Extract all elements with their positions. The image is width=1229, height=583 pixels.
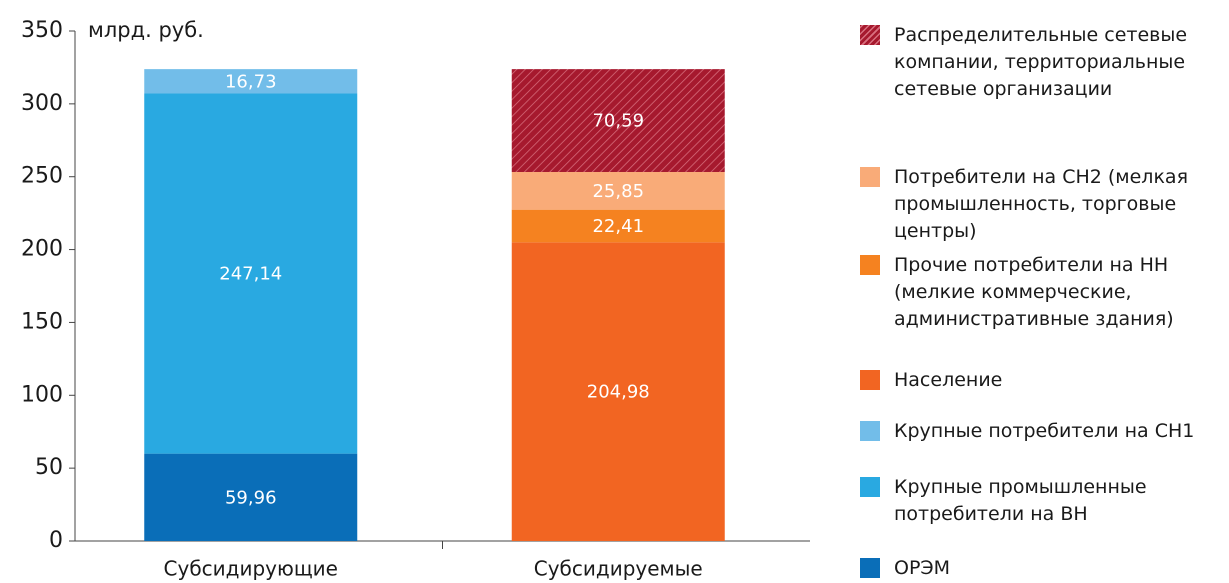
x-tick-label: Субсидирующие — [164, 557, 338, 581]
legend-swatch — [860, 421, 880, 441]
legend-swatch — [860, 167, 880, 187]
legend-swatch — [860, 25, 880, 45]
legend-item: Потребители на СН2 (мелкая промышленност… — [860, 164, 1224, 245]
value-label: 59,96 — [225, 487, 277, 508]
legend-item: ОРЭМ — [860, 555, 950, 582]
y-tick-label: 50 — [35, 455, 63, 480]
x-tick-label: Субсидируемые — [534, 557, 703, 581]
value-label: 25,85 — [592, 181, 644, 202]
legend-swatch — [860, 477, 880, 497]
legend-label: Прочие потребители на НН (мелкие коммерч… — [894, 254, 1174, 330]
y-axis-label: млрд. руб. — [88, 18, 204, 42]
y-tick-label: 200 — [21, 237, 63, 262]
value-label: 22,41 — [592, 216, 644, 237]
y-tick-label: 300 — [21, 91, 63, 116]
legend-label: Крупные промышленные потребители на ВН — [894, 476, 1147, 525]
value-label: 204,98 — [587, 382, 650, 403]
legend-item: Крупные промышленные потребители на ВН — [860, 474, 1224, 528]
y-tick-label: 250 — [21, 164, 63, 189]
legend-item: Население — [860, 367, 1002, 394]
value-label: 247,14 — [219, 264, 282, 285]
y-tick-label: 0 — [49, 528, 63, 553]
value-label: 16,73 — [225, 71, 277, 92]
legend-item: Распределительные сетевые компании, терр… — [860, 22, 1224, 103]
legend-label: Потребители на СН2 (мелкая промышленност… — [894, 166, 1188, 242]
legend-item: Прочие потребители на НН (мелкие коммерч… — [860, 252, 1224, 333]
bar-segment — [144, 93, 358, 454]
bar-segment — [511, 209, 725, 243]
bar-segment — [511, 171, 725, 210]
legend-swatch — [860, 370, 880, 390]
bar-segment — [511, 242, 725, 541]
y-tick-label: 350 — [21, 18, 63, 43]
bar-segment — [144, 453, 358, 541]
y-tick-label: 150 — [21, 309, 63, 334]
legend-label: Население — [894, 369, 1003, 391]
value-label: 70,59 — [592, 111, 644, 132]
bar-segment — [511, 69, 725, 172]
bar-segment — [144, 69, 358, 94]
legend-swatch — [860, 255, 880, 275]
legend-swatch — [860, 558, 880, 578]
y-tick-label: 100 — [21, 382, 63, 407]
legend-label: Крупные потребители на СН1 — [894, 420, 1195, 442]
legend-item: Крупные потребители на СН1 — [860, 418, 1194, 445]
legend-label: Распределительные сетевые компании, терр… — [894, 24, 1188, 100]
legend-label: ОРЭМ — [894, 557, 951, 579]
